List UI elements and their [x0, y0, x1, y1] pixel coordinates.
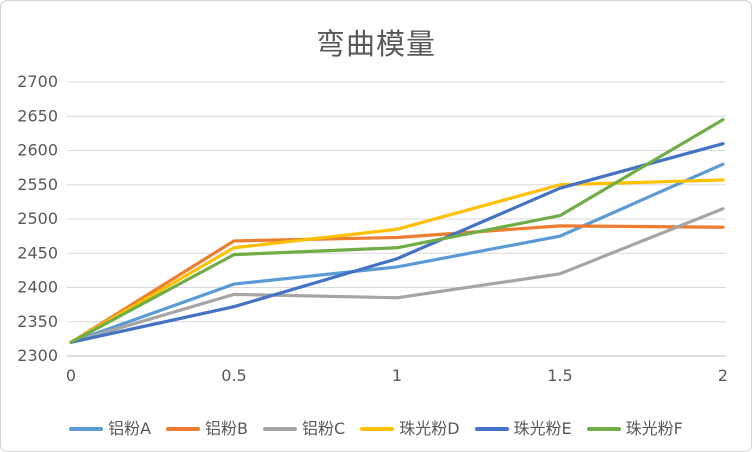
legend-item[interactable]: 铝粉A [69, 421, 151, 437]
y-tick-label: 2450 [17, 243, 58, 262]
legend-swatch-line [263, 427, 298, 431]
series-line-1[interactable] [69, 224, 725, 344]
legend-label: 珠光粉E [513, 419, 572, 438]
legend-swatch-line [166, 427, 201, 431]
legend-label: 铝粉A [108, 419, 152, 438]
legend: 铝粉A 铝粉B 铝粉C 珠光粉D 珠光粉E 珠光粉F [1, 421, 751, 437]
legend-swatch-line [360, 427, 395, 431]
chart-title: 弯曲模量 [315, 27, 436, 61]
x-tick-label: 0 [66, 366, 76, 385]
y-tick-label: 2400 [17, 278, 58, 297]
y-tick-label: 2350 [17, 312, 58, 331]
series-line-5[interactable] [69, 118, 725, 344]
y-tick-label: 2550 [17, 175, 58, 194]
x-tick-label: 0.5 [221, 366, 246, 385]
y-tick-label: 2650 [17, 106, 58, 125]
legend-item[interactable]: 铝粉B [166, 421, 248, 437]
series-line-3[interactable] [69, 178, 725, 344]
legend-item[interactable]: 珠光粉F [586, 419, 683, 438]
legend-swatch-line [586, 427, 621, 431]
legend-label: 珠光粉F [625, 419, 683, 438]
series-line-2[interactable] [69, 207, 725, 344]
y-tick-label: 2300 [17, 346, 58, 365]
legend-item[interactable]: 铝粉C [263, 421, 345, 437]
y-tick-label: 2700 [17, 72, 58, 91]
legend-item[interactable]: 珠光粉E [474, 419, 572, 438]
x-tick-label: 1 [392, 366, 402, 385]
y-tick-label: 2600 [17, 141, 58, 160]
series-line-0[interactable] [69, 162, 725, 344]
legend-swatch-line [474, 427, 509, 431]
y-tick-label: 2500 [17, 209, 58, 228]
x-tick-label: 1.5 [547, 366, 572, 385]
legend-label: 珠光粉D [399, 419, 460, 438]
x-tick-label: 2 [718, 366, 728, 385]
legend-label: 铝粉C [302, 419, 346, 438]
legend-swatch-line [69, 427, 104, 431]
legend-item[interactable]: 珠光粉D [360, 419, 460, 438]
series-line-4[interactable] [69, 142, 725, 344]
legend-label: 铝粉B [205, 419, 249, 438]
